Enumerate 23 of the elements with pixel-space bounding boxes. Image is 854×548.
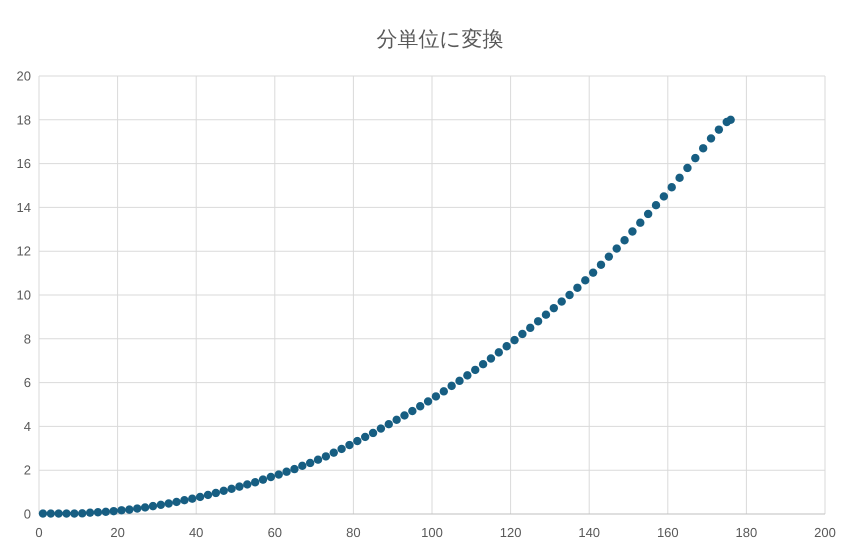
y-tick-label: 10: [16, 288, 31, 302]
x-tick-label: 180: [736, 525, 758, 540]
x-tick-label: 200: [814, 525, 836, 540]
y-tick-label: 8: [24, 331, 31, 346]
x-tick-label: 40: [188, 525, 204, 540]
x-tick-label: 160: [656, 525, 679, 540]
x-tick-label: 120: [500, 525, 522, 540]
y-tick-label: 16: [16, 156, 31, 172]
y-tick-label: 6: [24, 375, 31, 390]
y-tick-label: 12: [16, 244, 31, 259]
x-tick-label: 100: [421, 525, 443, 540]
x-tick-label: 20: [110, 525, 125, 540]
y-tick-label: 4: [24, 418, 31, 434]
x-tick-label: 140: [578, 525, 600, 540]
x-tick-label: 60: [268, 525, 282, 540]
y-tick-label: 18: [16, 112, 31, 128]
x-tick-label: 0: [35, 525, 43, 540]
y-tick-label: 20: [16, 68, 31, 84]
y-tick-label: 2: [24, 462, 31, 478]
x-tick-label: 80: [346, 525, 361, 540]
chart-title: 分単位に変換: [376, 28, 504, 51]
y-tick-label: 14: [16, 200, 31, 215]
y-tick-label: 0: [24, 506, 31, 522]
